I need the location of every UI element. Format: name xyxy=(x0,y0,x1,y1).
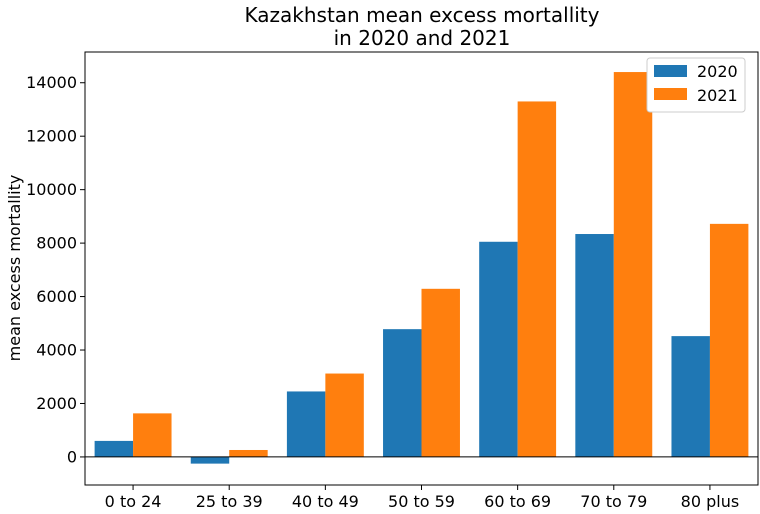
y-tick-label: 8000 xyxy=(36,234,77,253)
y-tick-label: 4000 xyxy=(36,341,77,360)
legend: 2020 2021 xyxy=(646,57,746,113)
bar-2020-60-to-69 xyxy=(479,241,518,457)
y-tick-label: 10000 xyxy=(26,180,77,199)
bar-2021-50-to-59 xyxy=(421,288,460,457)
chart-title-line-2: in 2020 and 2021 xyxy=(334,26,511,50)
plot-frame xyxy=(84,51,759,486)
legend-label-2020: 2020 xyxy=(697,62,738,81)
bar-2020-25-to-39 xyxy=(190,456,230,464)
bar-2020-40-to-49 xyxy=(286,391,326,457)
bar-2020-70-to-79 xyxy=(575,234,614,457)
x-tick-label: 60 to 69 xyxy=(484,492,551,511)
x-tick-label: 25 to 39 xyxy=(196,492,263,511)
x-tick-label: 80 plus xyxy=(681,492,740,511)
legend-swatch-2020 xyxy=(654,65,687,77)
bar-2021-70-to-79 xyxy=(613,72,653,457)
x-tick-label: 70 to 79 xyxy=(580,492,647,511)
bar-2021-0-to-24 xyxy=(133,413,172,457)
bars-group xyxy=(94,72,749,464)
bar-2021-40-to-49 xyxy=(325,373,364,457)
y-tick-label: 14000 xyxy=(26,73,77,92)
legend-label-2021: 2021 xyxy=(697,86,738,105)
y-tick-label: 12000 xyxy=(26,127,77,146)
x-tick-label: 50 to 59 xyxy=(388,492,455,511)
bar-2021-60-to-69 xyxy=(517,101,557,457)
y-tick-label: 0 xyxy=(67,447,77,466)
y-axis-label: mean excess mortallity xyxy=(5,175,24,362)
bar-2021-25-to-39 xyxy=(229,449,268,457)
legend-swatch-2021 xyxy=(654,88,687,100)
y-tick-label: 2000 xyxy=(36,394,77,413)
ticks-group: 0 to 24 25 to 39 40 to 49 50 to 59 60 to 69 7… xyxy=(26,73,739,511)
bar-2020-80-plus xyxy=(671,336,710,457)
bar-2021-80-plus xyxy=(709,223,749,457)
y-tick-label: 6000 xyxy=(36,287,77,306)
bar-2020-0-to-24 xyxy=(94,440,134,457)
chart-title-line-1: Kazakhstan mean excess mortallity xyxy=(245,3,600,27)
x-tick-label: 0 to 24 xyxy=(105,492,162,511)
x-tick-label: 40 to 49 xyxy=(292,492,359,511)
bar-2020-50-to-59 xyxy=(383,329,422,457)
